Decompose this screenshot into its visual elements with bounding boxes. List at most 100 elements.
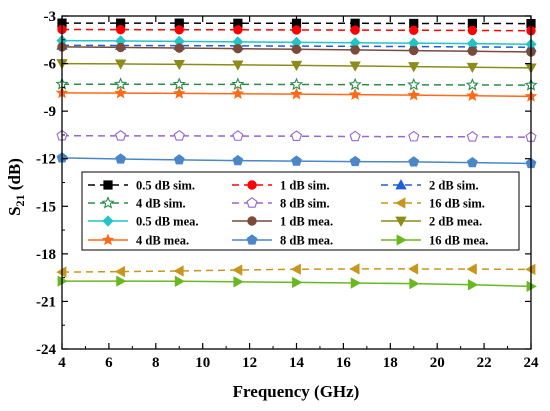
x-tick-label: 14 [289, 355, 305, 371]
data-point [467, 264, 476, 274]
series-9 [57, 87, 536, 100]
series-7 [58, 43, 536, 57]
data-point [292, 156, 302, 165]
y-tick-label: -9 [44, 104, 57, 120]
x-tick-label: 22 [477, 355, 492, 371]
data-point [292, 26, 301, 35]
data-point [351, 26, 360, 35]
y-axis-title: S21 (dB) [5, 158, 27, 216]
data-point [409, 46, 418, 55]
legend-marker [104, 181, 112, 189]
data-point [410, 279, 419, 289]
data-point [233, 155, 243, 164]
legend-label: 2 dB mea. [429, 215, 482, 229]
plot-layer [57, 19, 536, 291]
data-point [409, 79, 419, 89]
series-10 [57, 153, 536, 168]
data-point [409, 90, 419, 100]
data-point [409, 157, 419, 166]
y-tick-label: -12 [36, 152, 56, 168]
x-axis-title: Frequency (GHz) [233, 382, 360, 401]
data-point [409, 26, 418, 35]
x-tick-label: 8 [152, 355, 160, 371]
data-point [350, 264, 359, 274]
data-point [174, 155, 184, 164]
x-tick-label: 4 [58, 355, 66, 371]
legend: 0.5 dB sim. 1 dB sim. 2 dB sim. 4 dB sim. 8 … [82, 172, 519, 250]
data-point [116, 131, 126, 140]
data-point [116, 267, 125, 277]
data-point [175, 276, 184, 286]
data-point [467, 157, 477, 166]
data-point [175, 25, 184, 34]
y-tick-label: -21 [36, 294, 56, 310]
data-point [234, 44, 243, 53]
data-point [409, 131, 419, 140]
data-point [175, 44, 184, 53]
data-point [409, 264, 418, 274]
y-axis-title-main: S [5, 206, 24, 215]
legend-label: 16 dB sim. [429, 197, 485, 211]
data-point [350, 156, 360, 165]
legend-marker [248, 181, 257, 190]
x-tick-label: 18 [383, 355, 398, 371]
legend-label: 0.5 dB sim. [136, 179, 195, 193]
x-tick-label: 10 [195, 355, 210, 371]
data-point [291, 89, 301, 99]
data-point [351, 46, 360, 55]
data-point [116, 25, 125, 34]
data-point [291, 79, 301, 89]
legend-marker [248, 217, 257, 226]
x-tick-label: 16 [336, 355, 352, 371]
data-point [350, 89, 360, 99]
legend-label: 1 dB mea. [280, 215, 333, 229]
data-point [467, 79, 477, 89]
data-point [350, 79, 360, 89]
data-point [117, 276, 126, 286]
data-point [174, 131, 184, 140]
legend-label: 0.5 dB mea. [136, 215, 199, 229]
legend-label: 2 dB sim. [429, 179, 479, 193]
y-axis-title-unit: (dB) [5, 158, 24, 194]
data-point [467, 90, 477, 100]
data-point [293, 277, 302, 287]
series-1 [58, 25, 536, 35]
data-point [116, 43, 125, 52]
data-point [233, 131, 243, 140]
x-tick-label: 6 [105, 355, 113, 371]
legend-label: 8 dB mea. [280, 234, 333, 248]
data-point [292, 45, 301, 54]
series-11 [58, 276, 536, 291]
y-tick-label: -24 [36, 342, 56, 358]
data-point [468, 26, 477, 35]
data-point [234, 277, 243, 287]
y-tick-label: -18 [36, 247, 56, 263]
series-5 [57, 264, 535, 277]
data-point [292, 264, 301, 274]
y-tick-label: -3 [44, 9, 57, 25]
data-point [467, 132, 477, 141]
data-point [174, 266, 183, 276]
y-axis-title-sub: 21 [13, 194, 27, 206]
data-point [233, 265, 242, 275]
legend-label: 4 dB sim. [136, 197, 186, 211]
legend-label: 1 dB sim. [280, 179, 330, 193]
data-point [116, 154, 126, 163]
x-tick-label: 24 [524, 355, 540, 371]
data-point [234, 25, 243, 34]
data-point [292, 131, 302, 140]
x-tick-label: 20 [430, 355, 445, 371]
data-point [468, 47, 477, 56]
series-4 [57, 131, 536, 142]
series-8 [57, 60, 536, 73]
legend-label: 16 dB mea. [429, 234, 488, 248]
x-tick-label: 12 [242, 355, 257, 371]
data-point [351, 278, 360, 288]
y-tick-label: -6 [44, 57, 57, 73]
legend-label: 8 dB sim. [280, 197, 330, 211]
data-point [350, 131, 360, 140]
data-point [468, 280, 477, 290]
y-tick-label: -15 [36, 199, 56, 215]
